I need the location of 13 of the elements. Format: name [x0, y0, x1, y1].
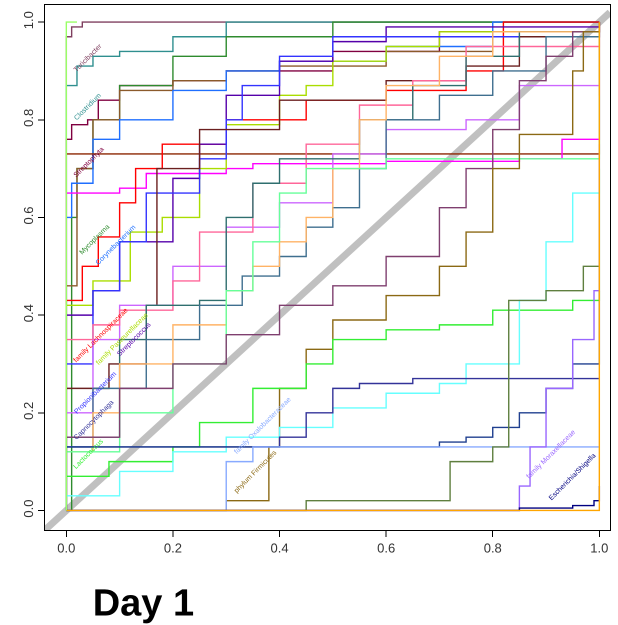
y-tick-label: 0.4 [20, 304, 36, 322]
y-tick-label: 0.2 [20, 402, 36, 420]
y-tick-label: 0.8 [20, 108, 36, 127]
y-tick-label: 0.6 [20, 206, 36, 225]
x-tick-label: 0.2 [164, 540, 182, 556]
x-tick-label: 0.4 [270, 540, 289, 556]
x-tick-label: 1.0 [590, 540, 608, 556]
y-tick-label: 0.0 [20, 499, 36, 518]
x-tick-label: 0.6 [377, 540, 396, 556]
x-tick-label: 0.0 [57, 540, 76, 556]
x-tick-label: 0.8 [484, 540, 502, 556]
text: Day 1 [92, 582, 194, 625]
y-tick-label: 1.0 [20, 11, 36, 30]
